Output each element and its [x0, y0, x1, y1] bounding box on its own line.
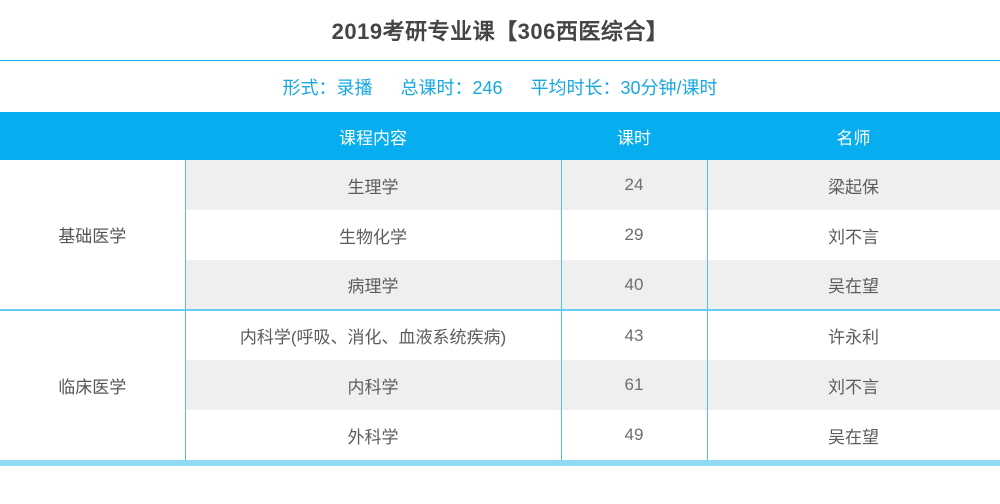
- hours-cell: 61: [560, 360, 707, 410]
- header-teacher: 名师: [707, 112, 1000, 160]
- category-cell: 临床医学: [0, 309, 185, 460]
- course-cell: 内科学: [184, 360, 561, 410]
- table-row: 外科学 49 吴在望: [0, 410, 1000, 460]
- course-cell: 病理学: [184, 260, 561, 310]
- meta-format-value: 录播: [336, 77, 373, 98]
- category-cell: 基础医学: [0, 160, 185, 310]
- group-basic-medicine: 基础医学 生理学 24 梁起保 生物化学 29 刘不言 病理学 40 吴在望: [0, 160, 1000, 310]
- meta-format-label: 形式：: [282, 77, 337, 98]
- table-row: 病理学 40 吴在望: [0, 260, 1000, 310]
- page-title: 2019考研专业课【306西医综合】: [331, 19, 669, 44]
- teacher-cell: 刘不言: [706, 360, 1000, 410]
- meta-total-hours-value: 246: [472, 77, 503, 98]
- course-table: 课程内容 课时 名师 基础医学 生理学 24 梁起保 生物化学 29 刘不言 病…: [0, 112, 1000, 460]
- hours-cell: 40: [560, 260, 707, 310]
- header-course-content: 课程内容: [185, 112, 561, 160]
- table-header-row: 课程内容 课时 名师: [0, 112, 1000, 160]
- hours-cell: 43: [560, 309, 707, 360]
- meta-avg-duration: 平均时长：30分钟/课时: [531, 74, 718, 100]
- title-divider-line: [0, 60, 1000, 61]
- table-row: 内科学 61 刘不言: [0, 360, 1000, 410]
- header-category: [0, 112, 185, 160]
- teacher-cell: 吴在望: [706, 260, 1000, 310]
- bottom-accent-bar: [0, 460, 1000, 466]
- table-row: 临床医学 内科学(呼吸、消化、血液系统疾病) 43 许永利: [0, 309, 1000, 460]
- hours-cell: 29: [560, 210, 707, 260]
- course-meta-bar: 形式：录播 总课时：246 平均时长：30分钟/课时: [0, 61, 1000, 112]
- header-hours: 课时: [561, 112, 707, 160]
- meta-total-hours-label: 总课时：: [400, 77, 473, 98]
- course-cell: 生理学: [184, 160, 561, 210]
- meta-avg-duration-value: 30分钟/课时: [620, 77, 718, 98]
- table-row: 生物化学 29 刘不言: [0, 210, 1000, 260]
- meta-format: 形式：录播: [282, 74, 372, 100]
- teacher-cell: 刘不言: [706, 210, 1000, 260]
- course-cell: 生物化学: [184, 210, 561, 260]
- teacher-cell: 梁起保: [706, 160, 1000, 210]
- meta-total-hours: 总课时：246: [400, 74, 502, 100]
- course-cell: 外科学: [184, 410, 561, 460]
- teacher-cell: 吴在望: [706, 410, 1000, 460]
- hours-cell: 49: [560, 410, 707, 460]
- table-row: 基础医学 生理学 24 梁起保: [0, 160, 1000, 310]
- title-bar: 2019考研专业课【306西医综合】: [0, 0, 1000, 60]
- course-cell: 内科学(呼吸、消化、血液系统疾病): [184, 309, 561, 360]
- group-clinical-medicine: 临床医学 内科学(呼吸、消化、血液系统疾病) 43 许永利 内科学 61 刘不言…: [0, 309, 1000, 460]
- hours-cell: 24: [560, 160, 707, 210]
- meta-avg-duration-label: 平均时长：: [530, 77, 621, 98]
- teacher-cell: 许永利: [706, 309, 1000, 360]
